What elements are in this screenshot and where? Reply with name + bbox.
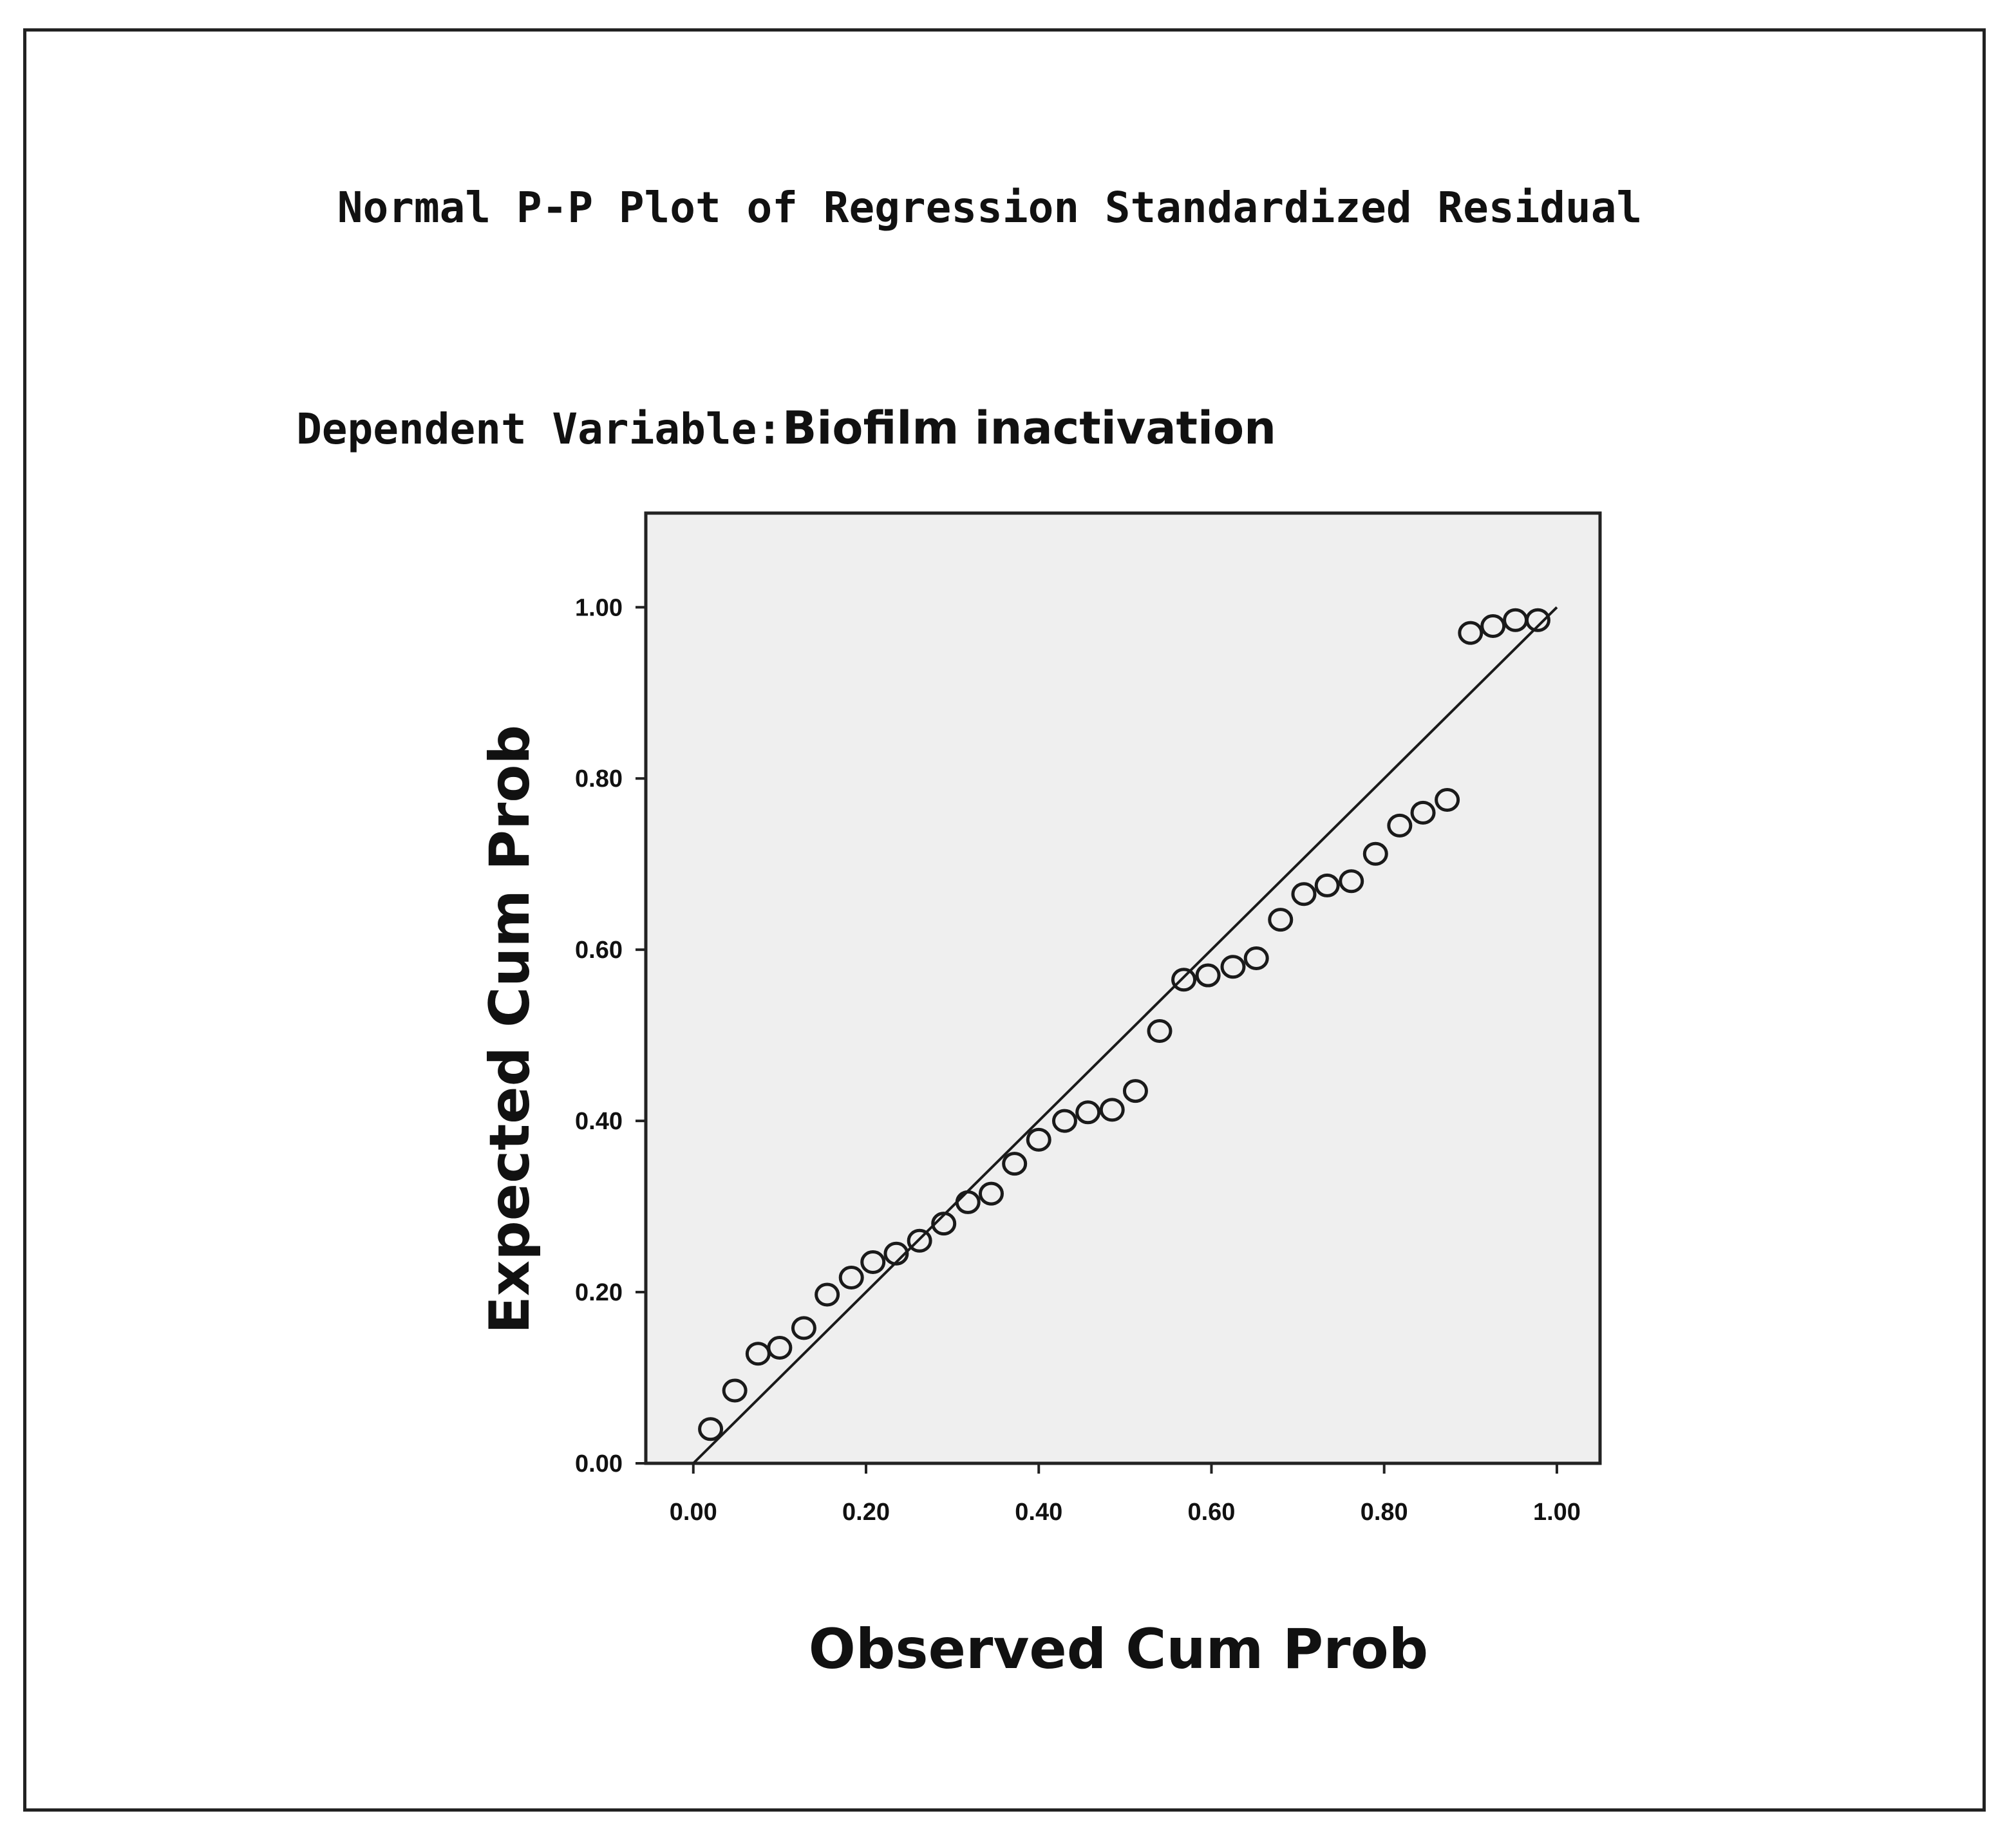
y-tick-label: 0.20 [575, 1279, 623, 1306]
data-point [955, 1190, 981, 1214]
data-point [1122, 1079, 1148, 1103]
x-tick-label: 0.00 [670, 1499, 717, 1526]
data-point [698, 1417, 724, 1441]
data-point [838, 1265, 864, 1289]
y-axis-label: Expected Cum Prob [478, 725, 542, 1334]
data-point [1339, 869, 1364, 894]
x-axis-label: Observed Cum Prob [809, 1617, 1428, 1682]
data-point [722, 1378, 748, 1403]
data-point [883, 1241, 909, 1266]
data-point [860, 1250, 886, 1275]
subtitle-prefix: Dependent Variable: [296, 404, 782, 454]
x-tick-label: 0.60 [1187, 1499, 1235, 1526]
pp-plot-chart: Normal P-P Plot of Regression Standardiz… [296, 183, 1643, 1682]
data-point [907, 1228, 932, 1253]
data-point [767, 1335, 793, 1360]
data-point [791, 1316, 816, 1340]
x-tick-label: 0.80 [1361, 1499, 1408, 1526]
chart-subtitle: Dependent Variable:Biofilm inactivation [296, 402, 1276, 455]
subtitle-value: Biofilm inactivation [782, 402, 1276, 455]
data-point [1002, 1152, 1028, 1176]
data-point [1525, 608, 1550, 632]
chart-title: Normal P-P Plot of Regression Standardiz… [337, 183, 1643, 232]
data-point [1314, 873, 1340, 897]
data-point [1362, 841, 1388, 866]
y-tick-label: 0.40 [575, 1108, 623, 1135]
data-point [1387, 813, 1413, 838]
data-point [1195, 963, 1221, 988]
data-point [1075, 1100, 1101, 1125]
figure-frame: Normal P-P Plot of Regression Standardiz… [23, 28, 1986, 1812]
data-point [1268, 908, 1294, 932]
reference-line [692, 606, 1558, 1465]
data-point [1435, 787, 1460, 812]
data-point [1458, 621, 1484, 645]
plot-area [644, 511, 1602, 1465]
data-point [1099, 1098, 1125, 1122]
data-point [931, 1212, 957, 1236]
data-point [1220, 955, 1246, 979]
data-point [1291, 882, 1317, 906]
data-point [1410, 800, 1436, 825]
data-point [1026, 1127, 1051, 1152]
y-tick-label: 0.00 [575, 1450, 623, 1477]
data-point [1051, 1109, 1077, 1133]
data-point [1147, 1018, 1173, 1043]
y-tick-label: 0.60 [575, 937, 623, 964]
data-point [1171, 968, 1197, 992]
x-tick-label: 0.20 [842, 1499, 890, 1526]
data-point [978, 1181, 1004, 1206]
x-tick-label: 0.40 [1015, 1499, 1062, 1526]
data-point [815, 1282, 840, 1307]
x-tick-label: 1.00 [1533, 1499, 1581, 1526]
y-tick-label: 0.80 [575, 765, 623, 792]
y-tick-label: 1.00 [575, 594, 623, 621]
data-point [1480, 614, 1506, 639]
data-point [1243, 946, 1269, 970]
